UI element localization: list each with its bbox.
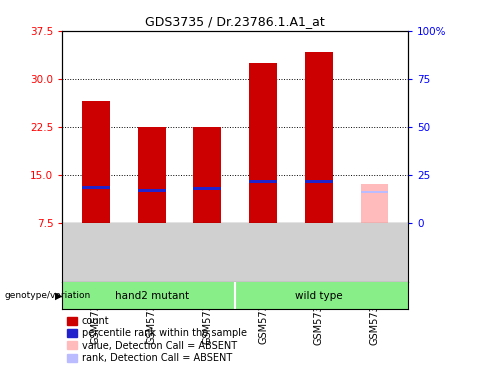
Bar	[305, 52, 333, 223]
Bar	[82, 186, 110, 189]
Bar	[193, 187, 221, 190]
Bar	[305, 180, 333, 182]
Text: genotype/variation: genotype/variation	[5, 291, 91, 300]
Bar	[82, 101, 110, 223]
Bar	[360, 191, 388, 193]
Legend: count, percentile rank within the sample, value, Detection Call = ABSENT, rank, : count, percentile rank within the sample…	[67, 316, 247, 363]
Text: hand2 mutant: hand2 mutant	[115, 291, 189, 301]
Bar	[360, 184, 388, 223]
Bar	[138, 189, 166, 192]
Bar	[138, 127, 166, 223]
Title: GDS3735 / Dr.23786.1.A1_at: GDS3735 / Dr.23786.1.A1_at	[145, 15, 325, 28]
Bar	[249, 180, 277, 182]
Text: ▶: ▶	[55, 291, 63, 301]
Text: wild type: wild type	[295, 291, 343, 301]
Bar	[249, 63, 277, 223]
Bar	[193, 127, 221, 223]
